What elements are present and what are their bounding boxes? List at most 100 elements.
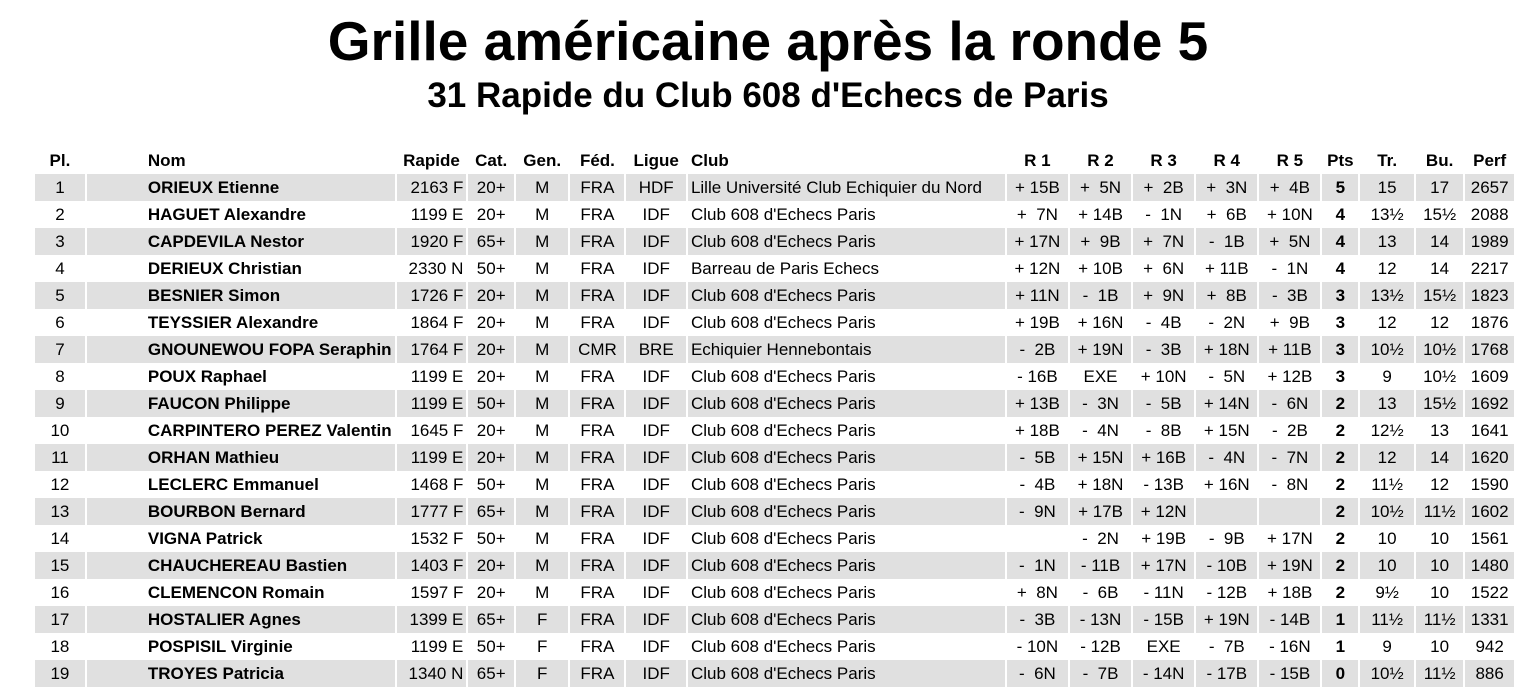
cell-rating: 1764 F <box>396 336 467 363</box>
cell-round-5: - 7N <box>1259 444 1321 471</box>
cell-league: IDF <box>642 582 670 602</box>
cell-gender: M <box>516 228 569 255</box>
cell-round-4: - 2N <box>1208 312 1246 332</box>
cell-round-3: + 7N <box>1133 228 1195 255</box>
cell-rating: 1199 E <box>396 444 467 471</box>
cell-tiebreak-bu: 10 <box>1430 528 1450 548</box>
cell-round-4: + 16N <box>1203 474 1250 494</box>
cell-round-4: - 12B <box>1206 582 1248 602</box>
cell-category: 20+ <box>468 444 515 471</box>
cell-federation: FRA <box>570 228 625 255</box>
cell-rating: 1920 F <box>396 228 467 255</box>
cell-category: 20+ <box>476 312 506 332</box>
cell-round-3: - 5B <box>1133 390 1195 417</box>
cell-league: IDF <box>642 204 670 224</box>
cell-gender: M <box>516 282 569 309</box>
column-header-rating: Rapide <box>403 151 460 170</box>
cell-category: 65+ <box>468 606 515 633</box>
cell-points: 5 <box>1322 174 1359 201</box>
cell-round-4: - 7B <box>1208 636 1245 656</box>
cell-name: TEYSSIER Alexandre <box>147 312 319 332</box>
cell-tiebreak-tr: 9 <box>1382 366 1392 386</box>
cell-federation: FRA <box>580 258 615 278</box>
cell-category: 65+ <box>468 498 515 525</box>
cell-club: Club 608 d'Echecs Paris <box>687 444 1005 471</box>
cell-league: IDF <box>626 390 686 417</box>
cell-rating: 1340 N <box>396 660 467 687</box>
cell-club: Club 608 d'Echecs Paris <box>690 528 876 548</box>
cell-category: 65+ <box>468 660 515 687</box>
cell-round-1: - 9N <box>1006 498 1068 525</box>
cell-performance: 886 <box>1465 660 1514 687</box>
cell-tiebreak-bu: 11½ <box>1415 606 1464 633</box>
cell-rating: 1199 E <box>410 636 464 656</box>
cell-tiebreak-bu: 13 <box>1430 420 1450 440</box>
cell-club: Club 608 d'Echecs Paris <box>690 582 876 602</box>
cell-tiebreak-bu: 11½ <box>1415 498 1464 525</box>
cell-performance: 1590 <box>1470 474 1509 494</box>
cell-tiebreak-bu: 15½ <box>1415 390 1464 417</box>
cell-federation: FRA <box>570 174 625 201</box>
cell-round-5 <box>1259 498 1321 525</box>
cell-club: Barreau de Paris Echecs <box>690 258 879 278</box>
cell-round-1: + 12N <box>1014 258 1061 278</box>
cell-tiebreak-tr: 13½ <box>1370 204 1404 224</box>
cell-league: IDF <box>626 660 686 687</box>
cell-league: IDF <box>626 228 686 255</box>
cell-tiebreak-tr: 10½ <box>1360 498 1414 525</box>
cell-tiebreak-tr: 13½ <box>1360 282 1414 309</box>
table-row: 1 ORIEUX Etienne 2163 F 20+ M FRA HDF Lille Uni… <box>35 174 1514 201</box>
cell-tiebreak-bu: 17 <box>1415 174 1464 201</box>
cell-club: Club 608 d'Echecs Paris <box>687 498 1005 525</box>
cell-rank: 14 <box>50 528 70 548</box>
cell-round-5: - 14B <box>1259 606 1321 633</box>
table-row: 7 GNOUNEWOU FOPA Seraphin 1764 F 20+ M CMR BRE… <box>35 336 1514 363</box>
cell-federation: FRA <box>580 528 615 548</box>
cell-rank: 11 <box>35 444 85 471</box>
cell-tiebreak-tr: 12 <box>1360 444 1414 471</box>
cell-gender: F <box>516 606 569 633</box>
cell-round-4: + 6B <box>1206 204 1247 224</box>
cell-rating: 2330 N <box>408 258 464 278</box>
cell-round-4: - 17B <box>1196 660 1258 687</box>
cell-name: GNOUNEWOU FOPA Seraphin <box>86 336 395 363</box>
cell-round-1: + 8N <box>1016 582 1058 602</box>
cell-round-1: + 11N <box>1006 282 1068 309</box>
cell-category: 50+ <box>468 390 515 417</box>
column-header-tiebreak-tr: Tr. <box>1377 151 1398 170</box>
cell-gender: M <box>516 336 569 363</box>
cell-name: POSPISIL Virginie <box>147 636 293 656</box>
cell-round-2: + 18N <box>1077 474 1124 494</box>
cell-round-1: - 3B <box>1006 606 1068 633</box>
cell-round-2: + 17B <box>1069 498 1132 525</box>
cell-category: 20+ <box>468 336 515 363</box>
cell-round-4: - 4N <box>1196 444 1258 471</box>
cell-tiebreak-tr: 10½ <box>1360 336 1414 363</box>
cell-rank: 7 <box>35 336 85 363</box>
cell-rank: 4 <box>55 258 65 278</box>
column-header-round-3: R 3 <box>1150 151 1177 170</box>
cell-round-4: + 3N <box>1196 174 1258 201</box>
cell-name: TROYES Patricia <box>86 660 395 687</box>
cell-round-2: + 15N <box>1069 444 1132 471</box>
cell-name: CAPDEVILA Nestor <box>86 228 395 255</box>
table-row: 3 CAPDEVILA Nestor 1920 F 65+ M FRA IDF Club 60… <box>35 228 1514 255</box>
cell-name: FAUCON Philippe <box>86 390 395 417</box>
cell-round-3: - 14N <box>1133 660 1195 687</box>
cell-rating: 1199 E <box>410 204 464 224</box>
cell-performance: 1989 <box>1465 228 1514 255</box>
cell-club: Club 608 d'Echecs Paris <box>690 312 876 332</box>
cell-rank: 17 <box>35 606 85 633</box>
cell-category: 50+ <box>476 474 506 494</box>
cell-name: CARPINTERO PEREZ Valentin <box>147 420 392 440</box>
column-header-federation: Féd. <box>579 151 615 170</box>
cell-club: Echiquier Hennebontais <box>687 336 1005 363</box>
column-header-tiebreak-bu: Bu. <box>1425 151 1454 170</box>
cell-league: IDF <box>642 312 670 332</box>
cell-rating: 1199 E <box>396 390 467 417</box>
cell-rank: 19 <box>35 660 85 687</box>
cell-round-5: - 15B <box>1259 660 1321 687</box>
column-header-club: Club <box>690 151 729 170</box>
cell-tiebreak-tr: 15 <box>1360 174 1414 201</box>
table-row: 13 BOURBON Bernard 1777 F 65+ M FRA IDF Club 60… <box>35 498 1514 525</box>
